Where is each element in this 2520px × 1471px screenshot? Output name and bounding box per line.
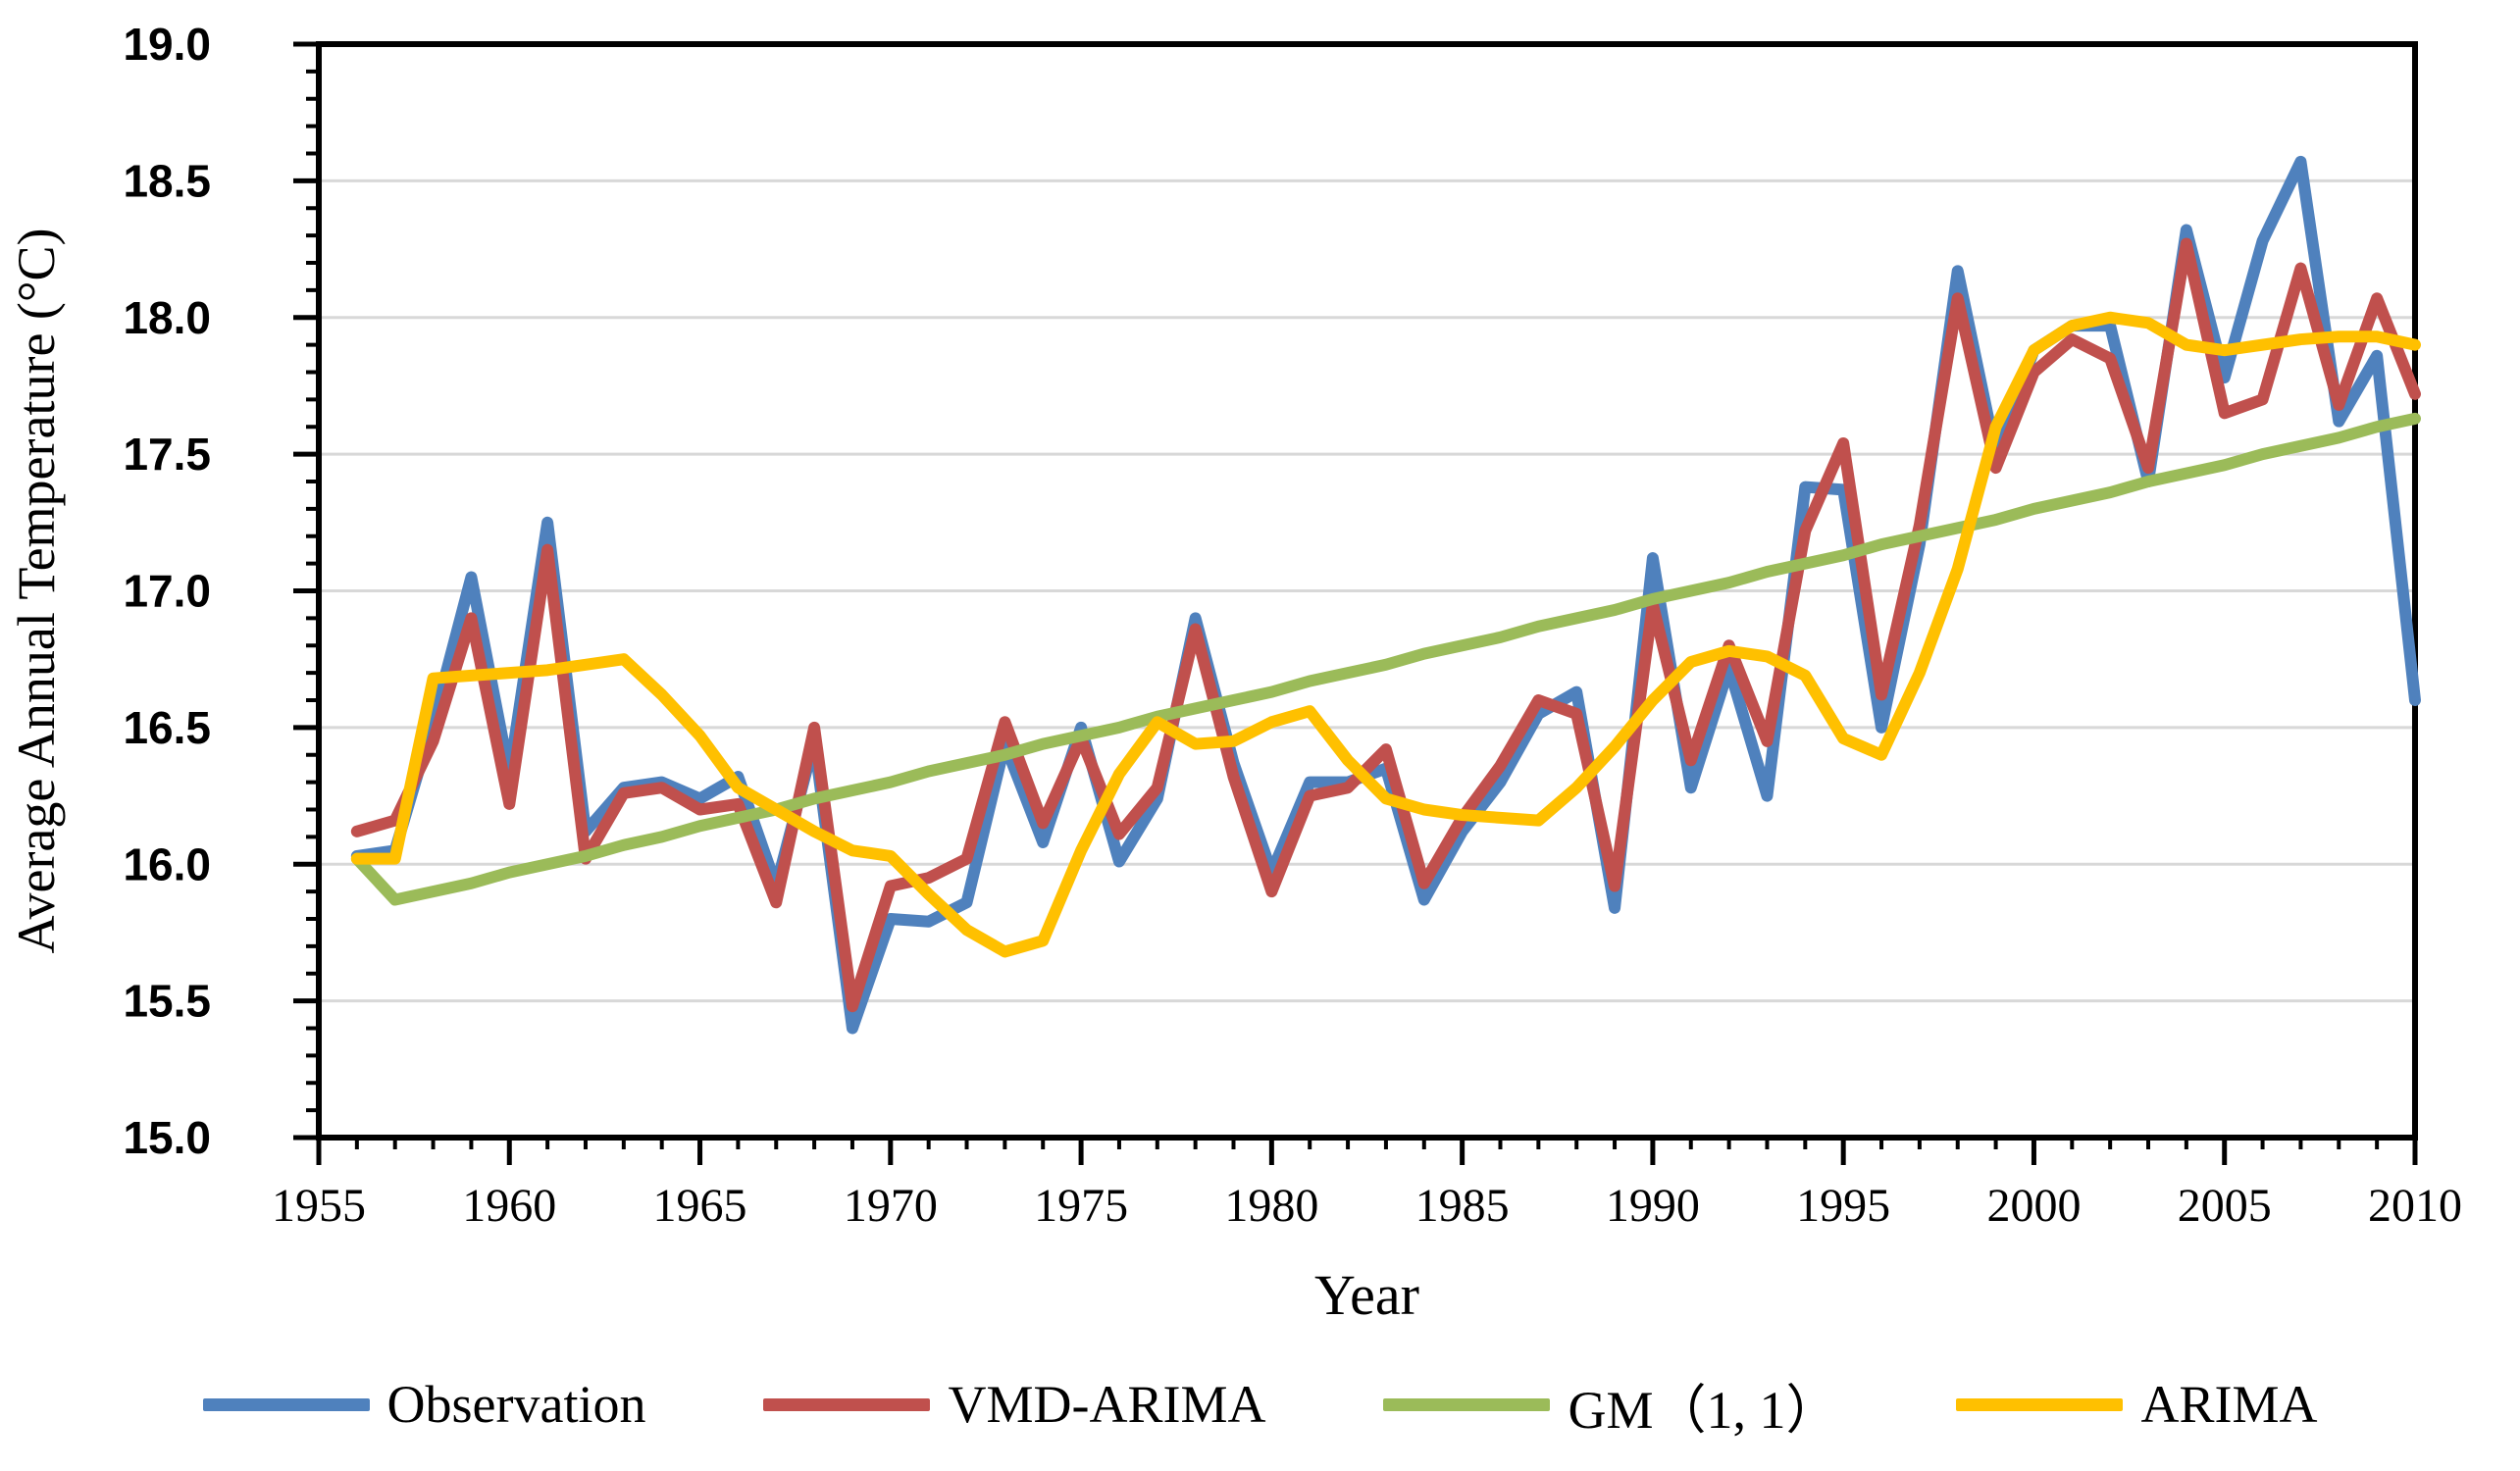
gm11-line-swatch [1383,1397,1551,1411]
y-tick-label: 16.5 [123,702,211,753]
x-tick-label: 2010 [2368,1180,2462,1232]
y-tick-label: 16.0 [123,838,211,889]
x-axis-title: Year [1314,1263,1419,1327]
arima-line-swatch [1956,1397,2124,1411]
legend-label-gm11: GM（1, 1） [1568,1380,1839,1440]
y-tick-label: 18.0 [123,292,211,343]
legend-item-arima[interactable]: ARIMA [1956,1374,2317,1435]
legend-label-vmd-arima: VMD-ARIMA [948,1375,1266,1434]
legend-item-vmd-arima[interactable]: VMD-ARIMA [763,1374,1265,1435]
x-tick-label: 1975 [1034,1180,1128,1232]
series-line-1 [350,237,2421,1013]
series-line-0 [350,155,2421,1035]
x-tick-label: 1990 [1606,1180,1700,1232]
x-tick-label: 1970 [844,1180,938,1232]
x-tick-label: 1985 [1415,1180,1510,1232]
vmd-arima-line-swatch [763,1397,931,1411]
series-line-2 [350,412,2421,906]
y-tick-label: 17.5 [123,429,211,480]
x-tick-label: 2005 [2178,1180,2272,1232]
x-tick-label: 1955 [272,1180,366,1232]
y-axis-title: Average Annual Temperature (°C) [7,228,66,953]
legend-label-arima: ARIMA [2140,1375,2318,1434]
chart-legend: Observation VMD-ARIMA GM（1, 1） ARIMA [0,1365,2520,1444]
x-tick-label: 1980 [1224,1180,1318,1232]
x-tick-label: 2000 [1986,1180,2081,1232]
x-tick-label: 1960 [462,1180,556,1232]
x-tick-label: 1965 [653,1180,747,1232]
y-tick-label: 18.5 [123,155,211,206]
legend-item-gm11[interactable]: GM（1, 1） [1383,1366,1838,1444]
y-tick-label: 15.5 [123,976,211,1027]
y-tick-label: 19.0 [123,19,211,70]
y-tick-label: 17.0 [123,566,211,617]
x-tick-label: 1995 [1796,1180,1890,1232]
series-line-3 [350,311,2421,958]
observation-line-swatch [202,1397,370,1411]
legend-item-observation[interactable]: Observation [202,1374,646,1435]
legend-label-observation: Observation [386,1375,646,1434]
y-tick-label: 15.0 [123,1112,211,1163]
